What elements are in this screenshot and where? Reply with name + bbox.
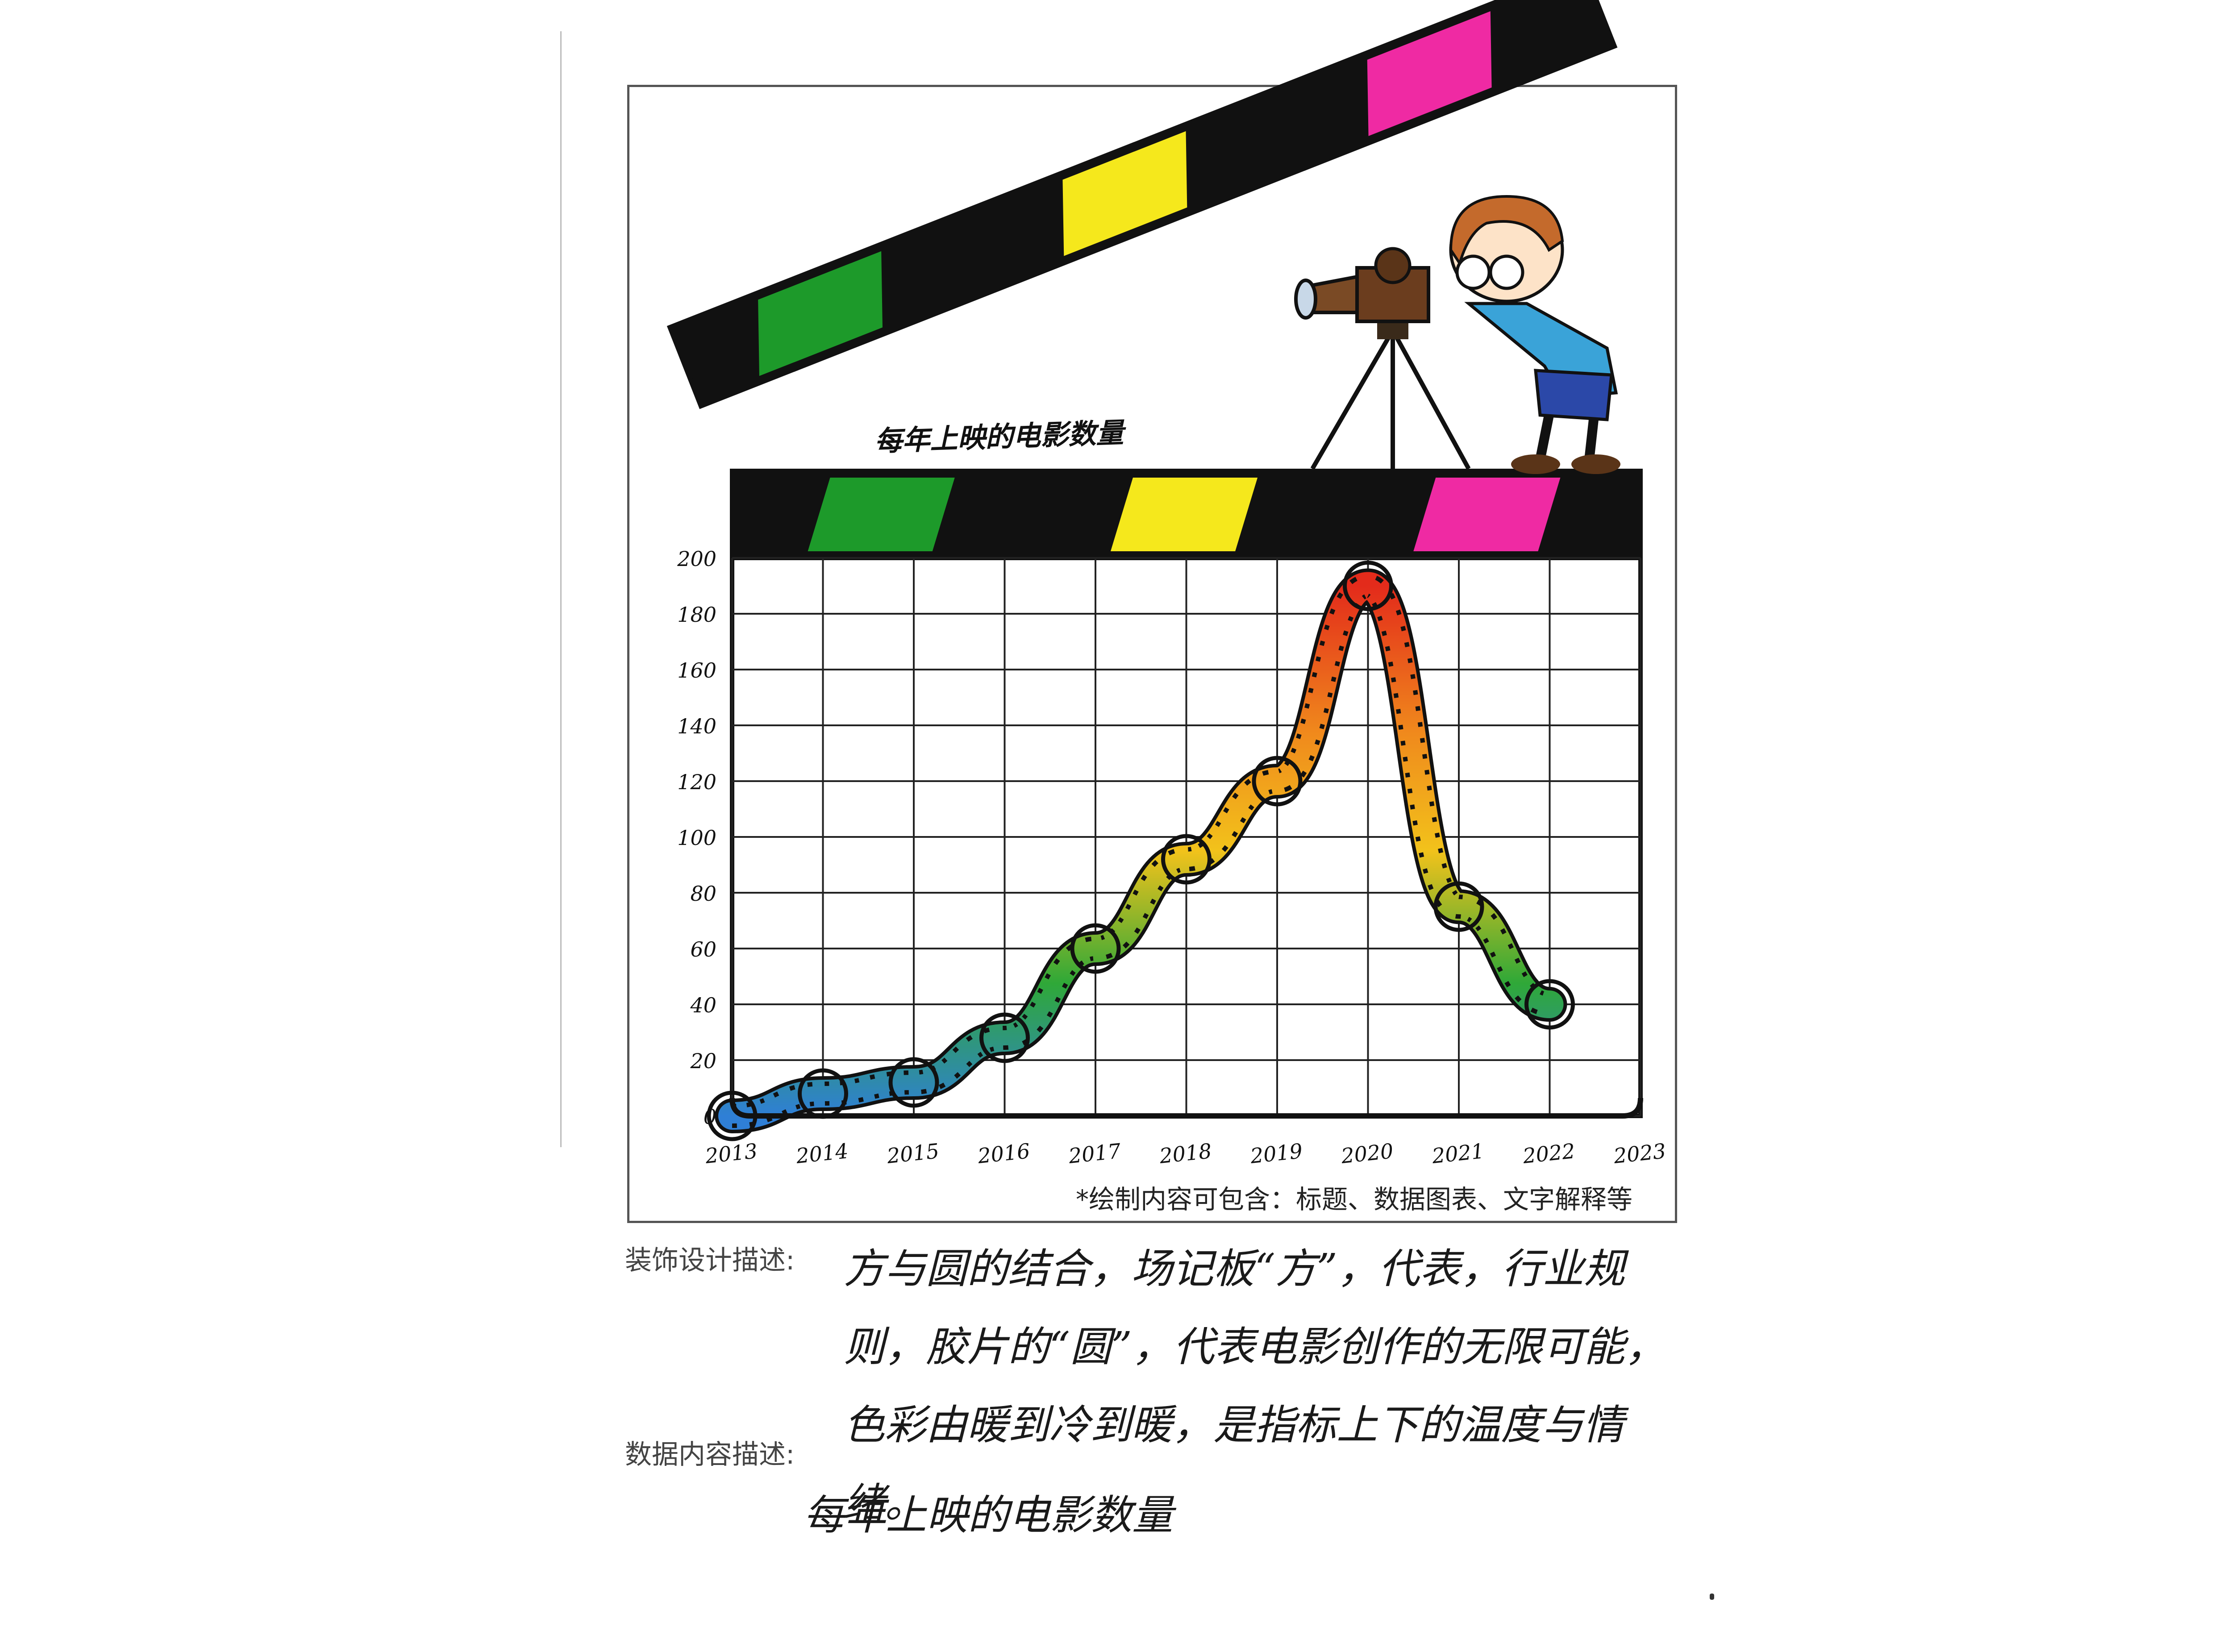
clapperboard-arm-stripe	[1367, 11, 1492, 136]
filmstrip-series	[707, 561, 1575, 1141]
plot-bottom-border	[729, 1098, 1643, 1119]
data-point-loop	[979, 1012, 1030, 1063]
chart-title: 每年上映的电影数量	[874, 416, 1127, 458]
y-tick-label: 60	[690, 937, 716, 961]
data-point-loop	[1070, 923, 1121, 974]
filmstrip-core	[732, 578, 1550, 1124]
page-margin-line	[560, 31, 562, 1147]
x-tick-label: 2019	[1249, 1139, 1303, 1168]
clapperboard-top-arm	[666, 0, 1618, 409]
clapperboard-bar	[730, 469, 1643, 560]
y-tick-label: 120	[677, 770, 716, 794]
x-tick-label: 2015	[885, 1139, 940, 1168]
data-description-text: 每年上映的电影数量	[804, 1491, 1174, 1539]
data-point-loop	[1433, 881, 1484, 932]
x-tick-label: 2017	[1067, 1139, 1122, 1168]
data-point-loop	[1252, 756, 1303, 807]
data-point-loop	[888, 1057, 939, 1108]
x-tick-label: 2014	[795, 1139, 849, 1168]
data-description-label: 数据内容描述:	[625, 1439, 795, 1470]
x-tick-label: 2020	[1340, 1139, 1395, 1168]
x-tick-label: 2018	[1158, 1139, 1213, 1168]
x-tick-label: 2023	[1612, 1139, 1667, 1168]
cameraman-illustration	[1294, 195, 1620, 474]
y-tick-label: 100	[677, 826, 716, 850]
data-point-loop	[1161, 834, 1212, 885]
chart-bottom-edge	[729, 1098, 1643, 1119]
y-tick-label: 140	[677, 714, 716, 738]
clapperboard-bar-stripe	[1110, 478, 1258, 551]
clapperboard-bar-stripe	[1413, 478, 1561, 551]
y-tick-label: 200	[677, 547, 716, 571]
y-tick-label: 160	[677, 658, 716, 682]
x-tick-label: 2013	[704, 1139, 758, 1168]
data-point-loop	[1524, 979, 1575, 1030]
y-tick-label: 40	[690, 993, 716, 1017]
clapperboard-arm-stripe	[1062, 131, 1187, 256]
y-tick-label: 180	[677, 603, 716, 627]
stray-mark	[1710, 1594, 1714, 1600]
decoration-description-label: 装饰设计描述:	[625, 1245, 795, 1276]
x-tick-label: 2022	[1521, 1139, 1576, 1168]
print-note: *绘制内容可包含：标题、数据图表、文字解释等	[1076, 1184, 1633, 1215]
x-tick-label: 2016	[976, 1139, 1031, 1168]
clapperboard-arm-stripe	[758, 251, 883, 376]
clapperboard-bar-stripe	[808, 478, 955, 551]
x-axis-ticks: 2013 2014 2015 2016 2017 2018 2019 2020 2021 2022…	[704, 1139, 1667, 1168]
y-tick-label: 80	[690, 882, 716, 906]
x-tick-label: 2021	[1430, 1139, 1485, 1168]
clapperboard-arm-group	[666, 0, 1618, 409]
decoration-description-text: 方与圆的结合，场记板“方”，代表，行业规则，胶片的“圆”，代表电影创作的无限可能…	[844, 1245, 1666, 1527]
y-tick-label: 20	[690, 1049, 716, 1073]
data-point-loop	[1343, 561, 1393, 611]
